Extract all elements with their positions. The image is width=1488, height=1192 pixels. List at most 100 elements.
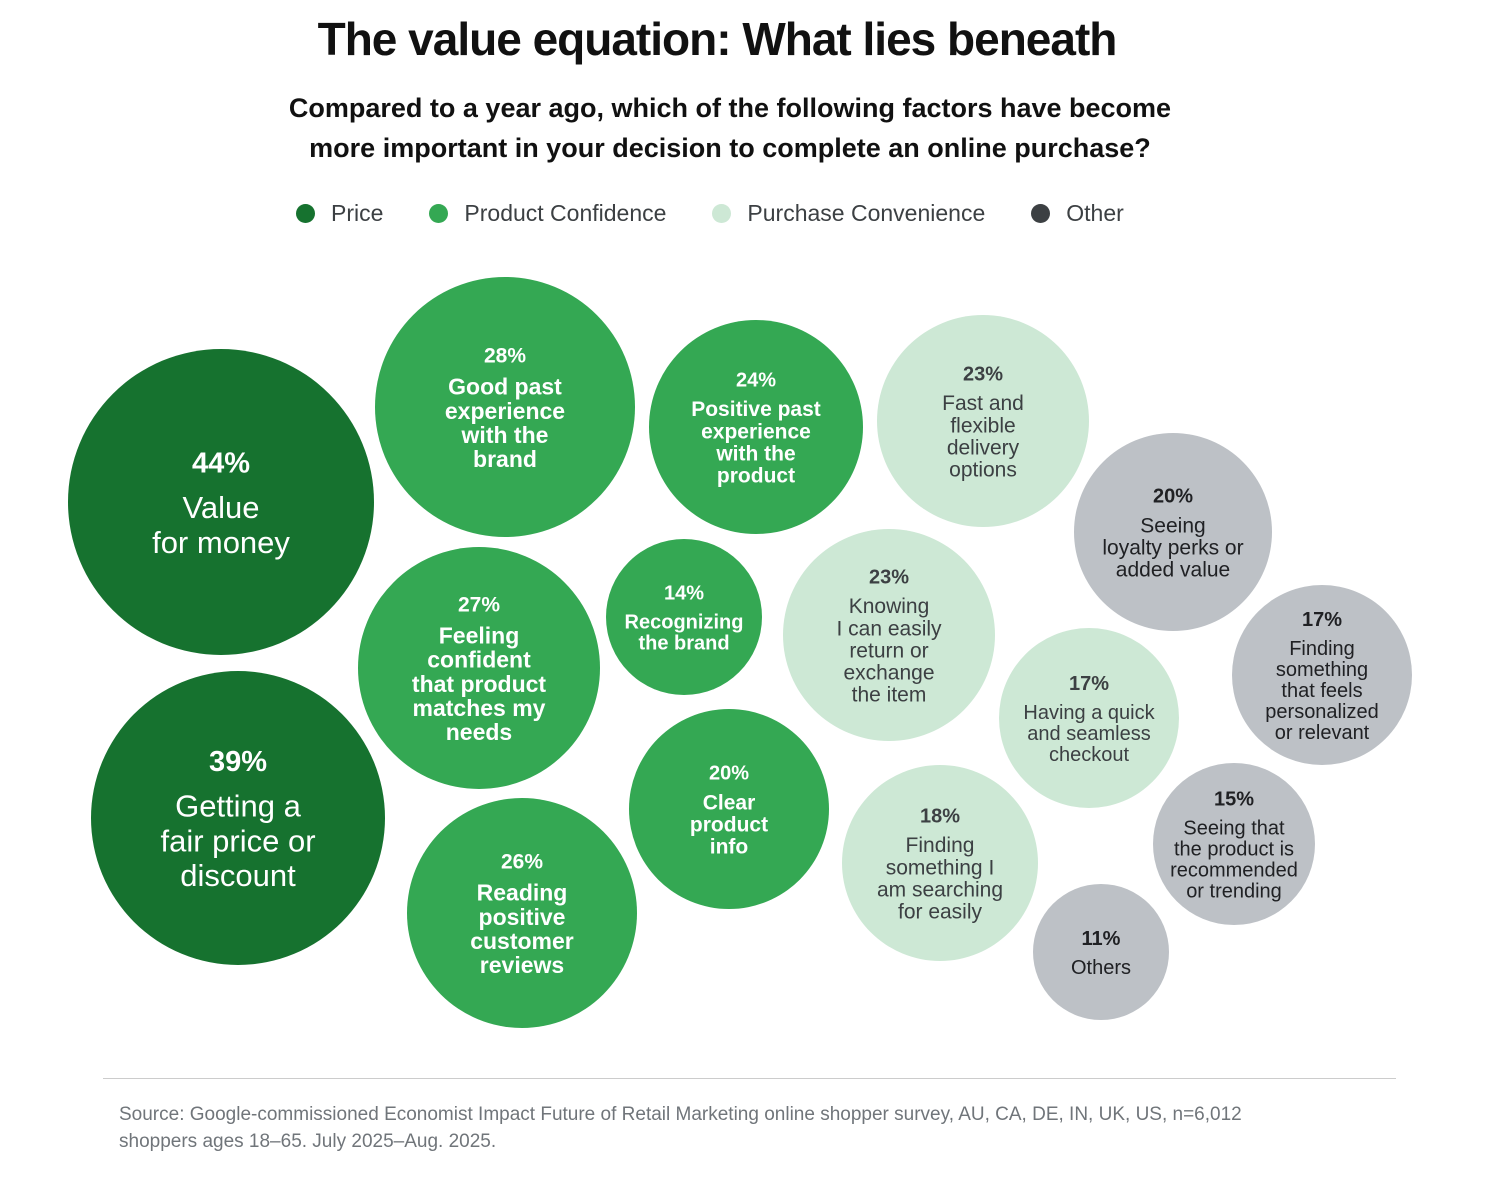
bubble-value-label: 14% xyxy=(664,583,704,605)
bubble-category-label: options xyxy=(949,458,1017,481)
bubble-category-label: Recognizing xyxy=(625,611,744,633)
bubble-category-label: the product is xyxy=(1174,838,1294,860)
subtitle-line: more important in your decision to compl… xyxy=(309,133,1151,163)
bubble-category-label: Good past xyxy=(448,374,562,400)
bubble-category-label: fair price or xyxy=(160,823,315,858)
legend-item-product-confidence: Product Confidence xyxy=(429,200,666,227)
bubble-circle xyxy=(1232,585,1412,765)
bubble-category-label: Others xyxy=(1071,957,1131,979)
bubble-circle xyxy=(877,315,1089,527)
bubble-circle xyxy=(407,798,637,1028)
bubble-category-label: delivery xyxy=(947,436,1020,459)
subtitle-line: Compared to a year ago, which of the fol… xyxy=(288,93,1172,123)
bubble-category-label: the brand xyxy=(638,632,729,654)
legend-dot xyxy=(1031,204,1051,223)
bubble-category-label: loyalty perks or xyxy=(1102,536,1243,559)
bubble-category-label: Finding xyxy=(906,834,975,857)
bubble-category-label: experience xyxy=(701,420,811,443)
bubble-category-label: info xyxy=(710,835,748,858)
bubble-category-label: exchange xyxy=(843,661,934,684)
bubble-value-label: 23% xyxy=(869,566,909,588)
bubble-circle xyxy=(1074,433,1272,631)
legend-item-other: Other xyxy=(1031,200,1124,227)
bubble-category-label: Finding xyxy=(1289,638,1355,660)
bubble-value-label: 27% xyxy=(458,593,500,616)
legend-label: Product Confidence xyxy=(464,200,667,226)
legend-item-purchase-convenience: Purchase Convenience xyxy=(712,200,985,227)
bubble-category-label: Having a quick xyxy=(1023,702,1155,724)
bubble-category-label: Clear xyxy=(703,791,756,814)
bubble-circle xyxy=(629,709,829,909)
legend-item-price: Price xyxy=(296,200,383,227)
bubble-circle xyxy=(91,671,385,965)
bubble-category-label: something I xyxy=(886,856,995,879)
bubble-value-label: 20% xyxy=(1153,485,1193,507)
bubble-value-label: 20% xyxy=(709,762,749,784)
bubble-category-label: Feeling xyxy=(439,623,520,649)
bubble-circle xyxy=(999,628,1179,808)
bubble-circle xyxy=(358,547,600,789)
bubble-circle xyxy=(649,320,863,534)
source-line: shoppers ages 18–65. July 2025–Aug. 2025… xyxy=(119,1131,497,1152)
bubble-category-label: matches my xyxy=(413,695,546,721)
bubble-category-label: Knowing xyxy=(849,595,930,618)
legend-label: Price xyxy=(331,200,384,226)
bubble-value-label: 18% xyxy=(920,805,960,827)
bubble-value-label: 17% xyxy=(1069,673,1109,695)
bubble-circle xyxy=(375,277,635,537)
bubble-category-label: product xyxy=(690,813,768,836)
legend-dot xyxy=(712,204,732,223)
bubble-category-label: that product xyxy=(412,671,546,697)
bubble-category-label: confident xyxy=(427,647,531,673)
bubble-category-label: I can easily xyxy=(836,617,942,640)
bubble-circle xyxy=(68,349,374,655)
bubble-value-label: 26% xyxy=(501,850,543,873)
source-line: Source: Google-commissioned Economist Im… xyxy=(119,1104,1242,1125)
bubble-category-label: flexible xyxy=(950,414,1015,437)
bubble-category-label: the item xyxy=(852,683,927,706)
source-note: Source: Google-commissioned Economist Im… xyxy=(119,1101,1379,1155)
bubble-category-label: experience xyxy=(445,398,565,424)
bubble-category-label: that feels xyxy=(1281,680,1362,702)
legend-label: Other xyxy=(1066,200,1124,226)
bubble-category-label: and seamless xyxy=(1027,723,1150,745)
chart-subtitle: Compared to a year ago, which of the fol… xyxy=(0,88,1460,168)
bubble-value-label: 23% xyxy=(963,363,1003,385)
bubble-circle xyxy=(1153,763,1315,925)
bubble-category-label: Getting a xyxy=(175,789,302,824)
bubble: 11% Others xyxy=(1033,884,1169,1020)
bubble-category-label: for easily xyxy=(898,900,983,923)
bubble-value-label: 28% xyxy=(484,344,526,367)
bubble-category-label: product xyxy=(717,464,795,487)
bubble-circle xyxy=(1033,884,1169,1020)
bubble-category-label: am searching xyxy=(877,878,1003,901)
bubble-circle xyxy=(842,765,1038,961)
bubble-category-label: with the xyxy=(715,442,795,465)
bubble-circle xyxy=(606,539,762,695)
bubble-category-label: brand xyxy=(473,446,537,472)
divider xyxy=(103,1078,1396,1079)
bubble-value-label: 15% xyxy=(1214,789,1254,811)
bubble-category-label: Seeing xyxy=(1140,514,1205,537)
bubble-category-label: something xyxy=(1276,659,1368,681)
bubble-category-label: or relevant xyxy=(1275,722,1370,744)
bubble-value-label: 17% xyxy=(1302,609,1342,631)
legend: Price Product Confidence Purchase Conven… xyxy=(296,200,1170,227)
bubble-value-label: 44% xyxy=(192,447,250,479)
bubble-category-label: positive xyxy=(479,904,566,930)
bubble-category-label: checkout xyxy=(1049,744,1129,766)
